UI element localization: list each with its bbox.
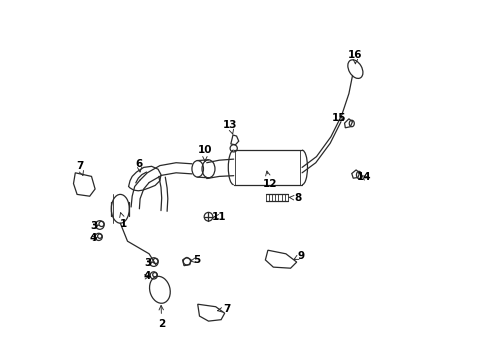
Text: 3: 3 bbox=[144, 258, 152, 268]
Text: 4: 4 bbox=[143, 271, 151, 282]
Text: 3: 3 bbox=[90, 221, 98, 231]
Text: 7: 7 bbox=[76, 161, 83, 175]
Text: 13: 13 bbox=[223, 120, 237, 134]
Text: 6: 6 bbox=[136, 159, 142, 172]
Text: 10: 10 bbox=[197, 145, 212, 161]
Text: 16: 16 bbox=[347, 50, 362, 64]
Text: 15: 15 bbox=[331, 113, 346, 123]
Text: 11: 11 bbox=[211, 212, 225, 222]
Text: 7: 7 bbox=[217, 304, 230, 314]
Text: 14: 14 bbox=[356, 172, 370, 182]
Text: 2: 2 bbox=[158, 306, 165, 329]
Text: 9: 9 bbox=[293, 251, 305, 261]
Text: 12: 12 bbox=[262, 171, 276, 189]
Text: 5: 5 bbox=[190, 255, 200, 265]
Text: 8: 8 bbox=[288, 193, 301, 203]
Text: 4: 4 bbox=[89, 233, 97, 243]
Text: 1: 1 bbox=[120, 213, 127, 229]
